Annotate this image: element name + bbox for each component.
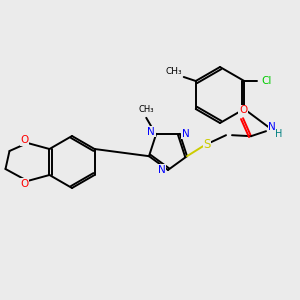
Text: O: O [20, 179, 28, 189]
Text: H: H [275, 129, 283, 139]
Text: N: N [268, 122, 276, 132]
Text: N: N [182, 129, 190, 139]
Text: Cl: Cl [261, 76, 272, 86]
Text: N: N [147, 127, 155, 137]
Text: N: N [158, 165, 166, 175]
Text: CH₃: CH₃ [165, 67, 182, 76]
Text: O: O [20, 135, 28, 145]
Text: CH₃: CH₃ [139, 105, 154, 114]
Text: O: O [239, 105, 247, 115]
Text: S: S [203, 138, 211, 151]
